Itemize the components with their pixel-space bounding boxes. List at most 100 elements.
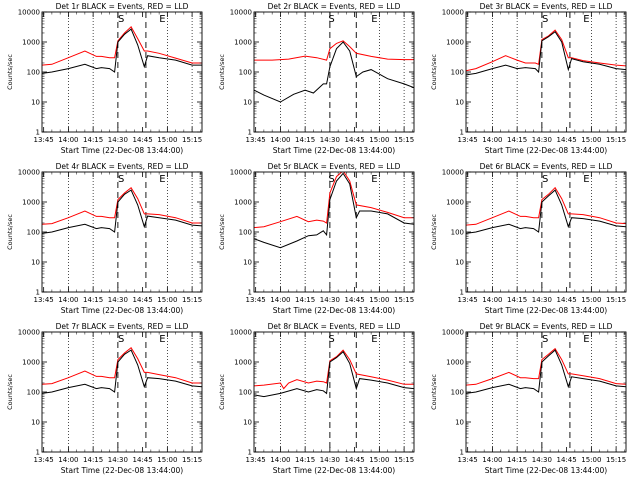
x-tick-label: 14:45 [345, 296, 365, 304]
marker-e-label: E [583, 14, 589, 25]
panel-title: Det 7r BLACK = Events, RED = LLD [56, 322, 189, 331]
y-tick-label: 10000 [442, 329, 464, 337]
panel-title: Det 6r BLACK = Events, RED = LLD [480, 162, 613, 171]
x-tick-label: 15:15 [606, 296, 626, 304]
x-tick-label: 13:45 [246, 296, 266, 304]
x-tick-label: 15:00 [369, 136, 389, 144]
y-tick-label: 1000 [446, 359, 464, 367]
plot-frame [41, 171, 203, 293]
x-tick-label: 14:45 [133, 136, 153, 144]
x-tick-label: 15:15 [606, 136, 626, 144]
y-axis-label: Counts/sec [218, 54, 226, 90]
x-tick-label: 14:00 [270, 296, 290, 304]
x-tick-label: 14:15 [83, 136, 103, 144]
x-tick-label: 14:30 [532, 296, 552, 304]
y-tick-label: 10 [31, 99, 40, 107]
panel-title: Det 4r BLACK = Events, RED = LLD [56, 162, 189, 171]
y-tick-label: 10000 [230, 329, 252, 337]
y-tick-label: 1000 [22, 199, 40, 207]
series-events-black [254, 350, 414, 398]
x-tick-label: 13:45 [34, 136, 54, 144]
panel-title: Det 5r BLACK = Events, RED = LLD [268, 162, 401, 171]
x-tick-label: 14:45 [345, 456, 365, 464]
x-tick-label: 14:15 [83, 296, 103, 304]
series-events-black [42, 349, 202, 394]
x-axis-label: Start Time (22-Dec-08 13:44:00) [485, 466, 607, 475]
series-lld-red [466, 186, 626, 226]
plot-frame [465, 171, 627, 293]
x-axis-label: Start Time (22-Dec-08 13:44:00) [485, 146, 607, 155]
panel-det-7: Det 7r BLACK = Events, RED = LLD Counts/s… [6, 322, 203, 475]
x-tick-label: 14:00 [482, 136, 502, 144]
plot-frame [253, 331, 415, 453]
x-tick-label: 14:00 [270, 456, 290, 464]
y-tick-label: 100 [239, 389, 252, 397]
y-axis-label: Counts/sec [218, 374, 226, 410]
plot-frame [41, 11, 203, 133]
y-tick-label: 10 [31, 259, 40, 267]
y-tick-label: 10 [243, 99, 252, 107]
y-tick-label: 1 [36, 449, 40, 457]
y-tick-label: 1000 [22, 359, 40, 367]
x-axis-label: Start Time (22-Dec-08 13:44:00) [61, 146, 183, 155]
x-tick-label: 14:30 [320, 296, 340, 304]
x-tick-label: 14:30 [320, 456, 340, 464]
x-tick-label: 14:15 [295, 296, 315, 304]
y-tick-label: 1000 [446, 39, 464, 47]
y-tick-label: 10000 [18, 169, 40, 177]
y-tick-label: 100 [239, 229, 252, 237]
x-tick-label: 13:45 [458, 296, 478, 304]
x-tick-label: 14:00 [270, 136, 290, 144]
x-tick-label: 14:30 [108, 296, 128, 304]
marker-s-label: S [328, 14, 334, 25]
x-tick-label: 15:00 [581, 296, 601, 304]
series-lld-red [466, 29, 626, 72]
x-tick-label: 14:45 [133, 296, 153, 304]
x-axis-label: Start Time (22-Dec-08 13:44:00) [61, 306, 183, 315]
x-tick-label: 15:00 [157, 456, 177, 464]
y-tick-label: 100 [451, 69, 464, 77]
y-tick-label: 100 [27, 69, 40, 77]
x-tick-label: 14:30 [108, 456, 128, 464]
marker-e-label: E [583, 334, 589, 345]
series-events-black [466, 30, 626, 76]
y-tick-label: 10000 [18, 329, 40, 337]
x-tick-label: 14:45 [557, 456, 577, 464]
series-events-black [254, 172, 414, 249]
y-tick-label: 10000 [18, 9, 40, 17]
panel-det-3: Det 3r BLACK = Events, RED = LLD Counts/s… [430, 2, 627, 155]
marker-e-label: E [371, 174, 377, 185]
y-tick-label: 1 [36, 129, 40, 137]
x-tick-label: 14:15 [507, 296, 527, 304]
x-axis-label: Start Time (22-Dec-08 13:44:00) [273, 466, 395, 475]
plot-frame [41, 331, 203, 453]
x-tick-label: 15:00 [369, 456, 389, 464]
x-axis-label: Start Time (22-Dec-08 13:44:00) [273, 306, 395, 315]
x-tick-label: 15:15 [394, 296, 414, 304]
panel-det-6: Det 6r BLACK = Events, RED = LLD Counts/s… [430, 162, 627, 315]
marker-e-label: E [159, 14, 165, 25]
panel-det-5: Det 5r BLACK = Events, RED = LLD Counts/s… [218, 162, 415, 315]
plot-frame [253, 11, 415, 133]
marker-e-label: E [371, 14, 377, 25]
y-tick-label: 10000 [442, 9, 464, 17]
y-tick-label: 1 [248, 449, 252, 457]
y-tick-label: 1000 [446, 199, 464, 207]
y-tick-label: 10 [31, 419, 40, 427]
x-tick-label: 15:15 [394, 456, 414, 464]
panel-det-4: Det 4r BLACK = Events, RED = LLD Counts/s… [6, 162, 203, 315]
x-tick-label: 14:30 [532, 456, 552, 464]
series-lld-red [254, 172, 414, 229]
marker-s-label: S [118, 14, 124, 25]
y-tick-label: 10 [243, 259, 252, 267]
x-tick-label: 13:45 [458, 456, 478, 464]
x-tick-label: 15:00 [157, 136, 177, 144]
x-tick-label: 14:00 [58, 456, 78, 464]
x-tick-label: 14:15 [507, 136, 527, 144]
y-tick-label: 1000 [234, 39, 252, 47]
y-tick-label: 1 [36, 289, 40, 297]
x-tick-label: 14:30 [320, 136, 340, 144]
marker-s-label: S [328, 174, 334, 185]
series-events-black [42, 28, 202, 74]
series-lld-red [42, 346, 202, 385]
